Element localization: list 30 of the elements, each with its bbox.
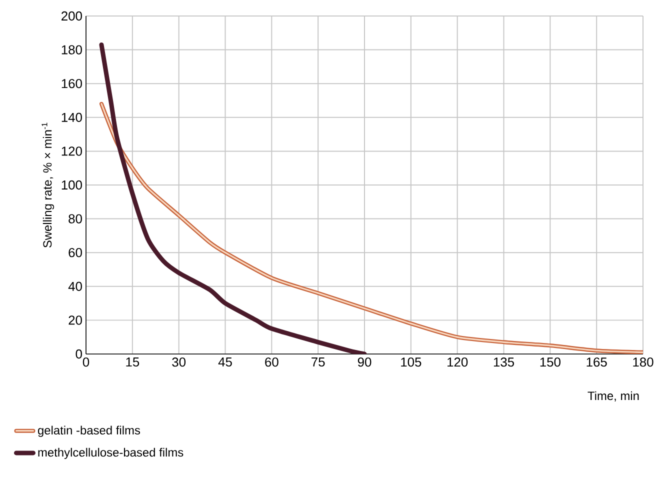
x-tick-label: 30 xyxy=(172,358,186,367)
x-tick-label: 90 xyxy=(358,358,372,367)
y-tick-label: 160 xyxy=(62,79,82,88)
x-tick-label: 135 xyxy=(494,358,514,367)
line-series xyxy=(99,102,644,354)
y-tick-label: 0 xyxy=(76,349,82,359)
y-tick-label: 100 xyxy=(62,180,82,190)
x-tick-label: 60 xyxy=(265,358,278,367)
y-axis-title: Swelling rate, % × min$^{-1}$ xyxy=(42,122,54,248)
x-tick-label: 15 xyxy=(126,358,140,367)
x-tick-label: 0 xyxy=(82,358,90,367)
y-tick-label: 200 xyxy=(62,11,82,21)
x-tick-label: 45 xyxy=(218,358,232,367)
y-tick-label: 120 xyxy=(62,146,82,156)
y-tick-label: 60 xyxy=(68,248,82,258)
x-tick-label: 105 xyxy=(401,358,422,367)
x-axis-title: Time, min xyxy=(588,391,639,402)
y-tick-label: 180 xyxy=(62,45,82,54)
legend-label: methylcellulose-based films xyxy=(38,448,184,460)
x-tick-label: 150 xyxy=(540,358,560,367)
legend-label: gelatin -based films xyxy=(38,426,140,437)
x-tick-label: 180 xyxy=(633,358,654,367)
y-tick-label: 80 xyxy=(68,214,82,224)
y-tick-label: 20 xyxy=(68,316,82,325)
x-tick-label: 120 xyxy=(448,358,468,367)
x-tick-label: 165 xyxy=(586,358,607,367)
line-series xyxy=(99,42,367,354)
y-tick-label: 140 xyxy=(62,112,82,122)
y-tick-label: 40 xyxy=(68,282,82,291)
x-tick-label: 75 xyxy=(312,358,325,367)
